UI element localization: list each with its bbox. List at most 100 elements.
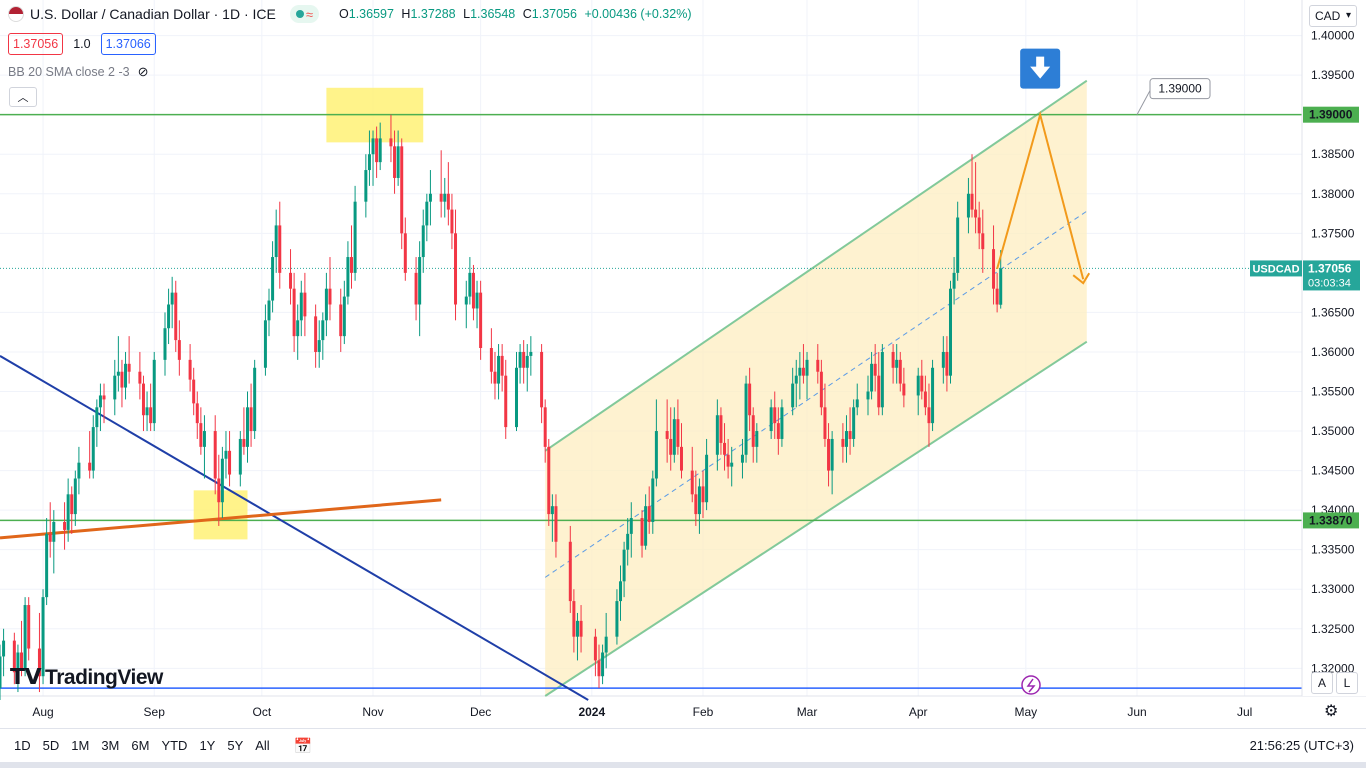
candle-body-141 bbox=[719, 415, 723, 443]
candle-0 bbox=[0, 644, 2, 700]
candle-body-89 bbox=[446, 193, 450, 210]
candle-80 bbox=[400, 138, 404, 250]
candle-body-169 bbox=[866, 391, 870, 400]
range-ytd[interactable]: YTD bbox=[161, 738, 188, 753]
candle-64 bbox=[321, 312, 325, 360]
candle-178 bbox=[916, 367, 920, 416]
candle-body-168 bbox=[855, 399, 859, 408]
candle-181 bbox=[927, 383, 931, 447]
candle-body-17 bbox=[88, 462, 92, 471]
candle-110 bbox=[550, 494, 554, 542]
candle-body-171 bbox=[873, 363, 877, 376]
candle-body-188 bbox=[966, 193, 970, 218]
range-5y[interactable]: 5Y bbox=[227, 738, 244, 753]
candle-102 bbox=[514, 351, 518, 432]
candle-body-193 bbox=[992, 249, 996, 289]
low-label: L bbox=[463, 7, 471, 21]
candle-body-170 bbox=[870, 363, 874, 392]
projection-arrow bbox=[996, 48, 1091, 695]
candle-85 bbox=[425, 193, 429, 242]
indicator-label[interactable]: BB 20 SMA close 2 -3 bbox=[8, 65, 130, 79]
candle-body-39 bbox=[195, 403, 199, 424]
down-arrow-icon bbox=[1030, 56, 1051, 79]
level-label-1: 1.33870 bbox=[1309, 513, 1353, 527]
candle-body-54 bbox=[271, 257, 275, 301]
candle-body-70 bbox=[350, 257, 354, 273]
candle-body-138 bbox=[701, 486, 705, 503]
candle-18 bbox=[91, 415, 95, 479]
trendline-orange bbox=[0, 498, 442, 540]
currency-selector[interactable]: CAD ▾ bbox=[1309, 5, 1357, 27]
candle-162 bbox=[827, 423, 831, 487]
market-status-pill[interactable]: ≈ bbox=[289, 5, 320, 23]
candle-body-133 bbox=[676, 419, 680, 447]
auto-scale-button[interactable]: A bbox=[1311, 672, 1333, 694]
candle-body-146 bbox=[744, 383, 748, 455]
eye-hidden-icon[interactable]: ⊘ bbox=[137, 64, 149, 79]
candle-57 bbox=[289, 249, 293, 305]
candle-body-116 bbox=[593, 636, 597, 661]
candle-2 bbox=[12, 632, 16, 685]
price-axis[interactable]: 1.40000 1.39500 1.38500 1.38000 1.37500 1.365… bbox=[1250, 0, 1366, 696]
candle-body-125 bbox=[640, 518, 644, 546]
candle-4 bbox=[20, 620, 24, 677]
flag-icon bbox=[8, 6, 24, 22]
candle-167 bbox=[852, 399, 856, 447]
level-tag-1 bbox=[1303, 512, 1359, 529]
candle-body-79 bbox=[396, 146, 400, 178]
candle-50 bbox=[249, 383, 253, 447]
range-1d[interactable]: 1D bbox=[14, 738, 31, 753]
time-label-jul: Jul bbox=[1237, 705, 1252, 719]
candle-68 bbox=[342, 280, 346, 345]
time-axis[interactable]: Aug Sep Oct Nov Dec 2024 Feb Mar Apr May Jun Jul bbox=[0, 695, 1366, 728]
candle-99 bbox=[497, 344, 501, 400]
candle-body-14 bbox=[70, 494, 74, 515]
candle-93 bbox=[468, 257, 472, 305]
candle-114 bbox=[575, 612, 579, 661]
candle-body-4 bbox=[20, 652, 24, 669]
clock-readout[interactable]: 21:56:25 (UTC+3) bbox=[1249, 738, 1354, 753]
symbol-title[interactable]: U.S. Dollar / Canadian Dollar · 1D · ICE bbox=[30, 6, 276, 22]
sell-button[interactable]: 1.37056 bbox=[8, 33, 64, 55]
buy-button[interactable]: 1.37066 bbox=[100, 33, 156, 55]
indicator-legend[interactable]: BB 20 SMA close 2 -3 ⊘ bbox=[8, 64, 149, 80]
candle-body-103 bbox=[518, 351, 522, 368]
candle-69 bbox=[346, 241, 350, 305]
candle-body-67 bbox=[339, 304, 343, 337]
candle-body-34 bbox=[170, 292, 174, 305]
candle-173 bbox=[880, 344, 884, 416]
low-value: 1.36548 bbox=[470, 7, 516, 21]
candle-body-31 bbox=[152, 359, 156, 424]
range-1y[interactable]: 1Y bbox=[199, 738, 216, 753]
candle-22 bbox=[113, 359, 117, 416]
price-tick-4: 1.37500 bbox=[1311, 226, 1355, 240]
candle-150 bbox=[769, 399, 773, 439]
candle-154 bbox=[791, 367, 795, 416]
chart-canvas[interactable]: Aug Sep Oct Nov Dec 2024 Feb Mar Apr May Jun Jul 1.… bbox=[0, 0, 1366, 728]
candle-144 bbox=[730, 446, 734, 487]
range-1m[interactable]: 1M bbox=[71, 738, 90, 753]
range-5d[interactable]: 5D bbox=[42, 738, 60, 753]
level-tag-0 bbox=[1303, 106, 1359, 123]
calendar-icon[interactable]: 📅 bbox=[293, 737, 313, 755]
candle-body-195 bbox=[999, 268, 1003, 305]
candle-body-126 bbox=[644, 506, 648, 546]
candle-body-50 bbox=[249, 407, 253, 432]
range-3m[interactable]: 3M bbox=[101, 738, 120, 753]
gear-icon[interactable]: ⚙ bbox=[1324, 703, 1339, 720]
candle-body-24 bbox=[120, 371, 124, 388]
range-all[interactable]: All bbox=[255, 738, 270, 753]
candle-107 bbox=[540, 344, 544, 424]
candle-body-3 bbox=[16, 652, 20, 673]
candle-body-77 bbox=[389, 138, 393, 147]
callout-label: 1.39000 bbox=[1158, 82, 1202, 96]
collapse-legend-button[interactable]: ︿ bbox=[9, 87, 37, 107]
candle-body-149 bbox=[755, 431, 759, 447]
range-6m[interactable]: 6M bbox=[131, 738, 150, 753]
candle-6 bbox=[27, 597, 31, 661]
log-scale-button[interactable]: L bbox=[1336, 672, 1358, 694]
candle-54 bbox=[271, 241, 275, 313]
candle-body-95 bbox=[475, 292, 479, 309]
candle-157 bbox=[801, 344, 805, 384]
last-price-tag bbox=[1303, 260, 1360, 291]
